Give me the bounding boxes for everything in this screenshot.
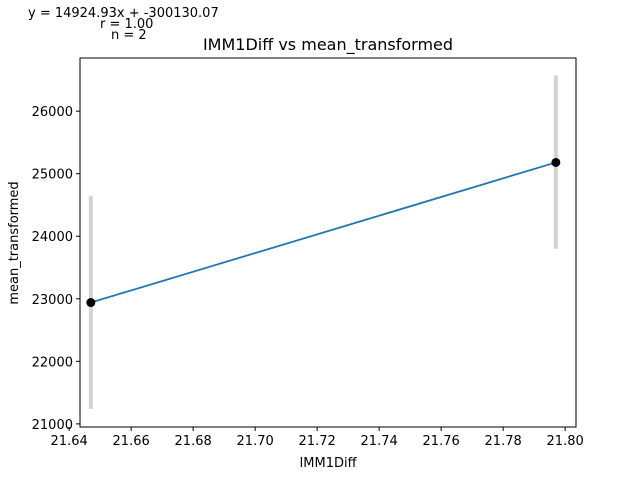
y-tick-label: 26000 bbox=[32, 105, 73, 120]
plot-frame bbox=[79, 57, 577, 428]
y-tick-label: 21000 bbox=[32, 418, 73, 433]
n-annotation: n = 2 bbox=[111, 28, 147, 43]
r-annotation: r = 1.00 bbox=[100, 17, 153, 32]
data-point bbox=[551, 157, 561, 167]
series-line bbox=[90, 161, 557, 304]
plot-area bbox=[86, 75, 561, 409]
x-tick-label: 21.78 bbox=[485, 434, 522, 449]
chart-title: IMM1Diff vs mean_transformed bbox=[203, 35, 453, 55]
y-axis-label: mean_transformed bbox=[7, 181, 22, 304]
x-tick-label: 21.72 bbox=[299, 434, 336, 449]
x-tick-label: 21.76 bbox=[423, 434, 460, 449]
y-tick-label: 24000 bbox=[32, 230, 73, 245]
equation-annotation: y = 14924.93x + -300130.07 bbox=[28, 6, 219, 21]
y-tick-label: 22000 bbox=[32, 355, 73, 370]
x-tick-label: 21.68 bbox=[175, 434, 212, 449]
y-tick-label: 25000 bbox=[32, 168, 73, 183]
x-axis-label: IMM1Diff bbox=[299, 456, 357, 471]
x-tick-label: 21.70 bbox=[237, 434, 274, 449]
x-tick-label: 21.64 bbox=[51, 434, 88, 449]
x-tick-label: 21.74 bbox=[361, 434, 398, 449]
y-axis: 21000 22000 23000 24000 25000 26000 bbox=[32, 105, 80, 433]
x-tick-label: 21.66 bbox=[113, 434, 150, 449]
y-tick-label: 23000 bbox=[32, 293, 73, 308]
x-axis: 21.64 21.66 21.68 21.70 21.72 21.74 21.76 21.78… bbox=[51, 427, 584, 449]
x-tick-label: 21.80 bbox=[547, 434, 584, 449]
data-point bbox=[86, 298, 96, 308]
